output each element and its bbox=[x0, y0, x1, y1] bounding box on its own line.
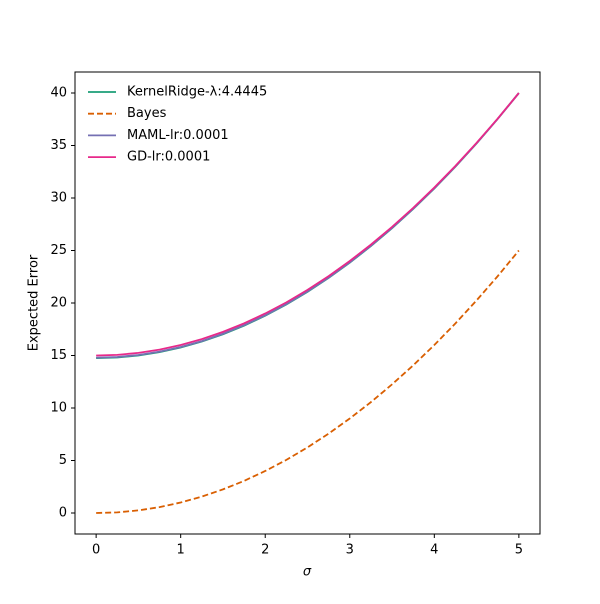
y-tick-label: 15 bbox=[50, 348, 67, 363]
y-tick-label: 35 bbox=[50, 138, 67, 153]
x-tick-label: 4 bbox=[430, 543, 438, 558]
x-tick-label: 1 bbox=[177, 543, 185, 558]
legend-label: MAML-lr:0.0001 bbox=[127, 128, 229, 143]
y-tick-label: 10 bbox=[50, 401, 67, 416]
x-tick-label: 3 bbox=[346, 543, 354, 558]
y-axis-label: Expected Error bbox=[27, 254, 42, 351]
x-axis-label: σ bbox=[303, 565, 312, 580]
y-tick-label: 40 bbox=[50, 86, 67, 101]
y-tick-label: 30 bbox=[50, 191, 67, 206]
legend-label: Bayes bbox=[127, 106, 167, 121]
x-tick-label: 0 bbox=[92, 543, 100, 558]
legend-label: KernelRidge-λ:4.4445 bbox=[127, 85, 267, 100]
x-tick-label: 2 bbox=[261, 543, 269, 558]
series-line bbox=[96, 92, 520, 357]
y-tick-label: 20 bbox=[50, 296, 67, 311]
y-tick-label: 0 bbox=[59, 506, 67, 521]
x-tick-label: 5 bbox=[515, 543, 523, 558]
legend-label: GD-lr:0.0001 bbox=[127, 150, 210, 165]
y-tick-label: 25 bbox=[50, 243, 67, 258]
series-line bbox=[96, 249, 520, 514]
y-tick-label: 5 bbox=[59, 453, 67, 468]
